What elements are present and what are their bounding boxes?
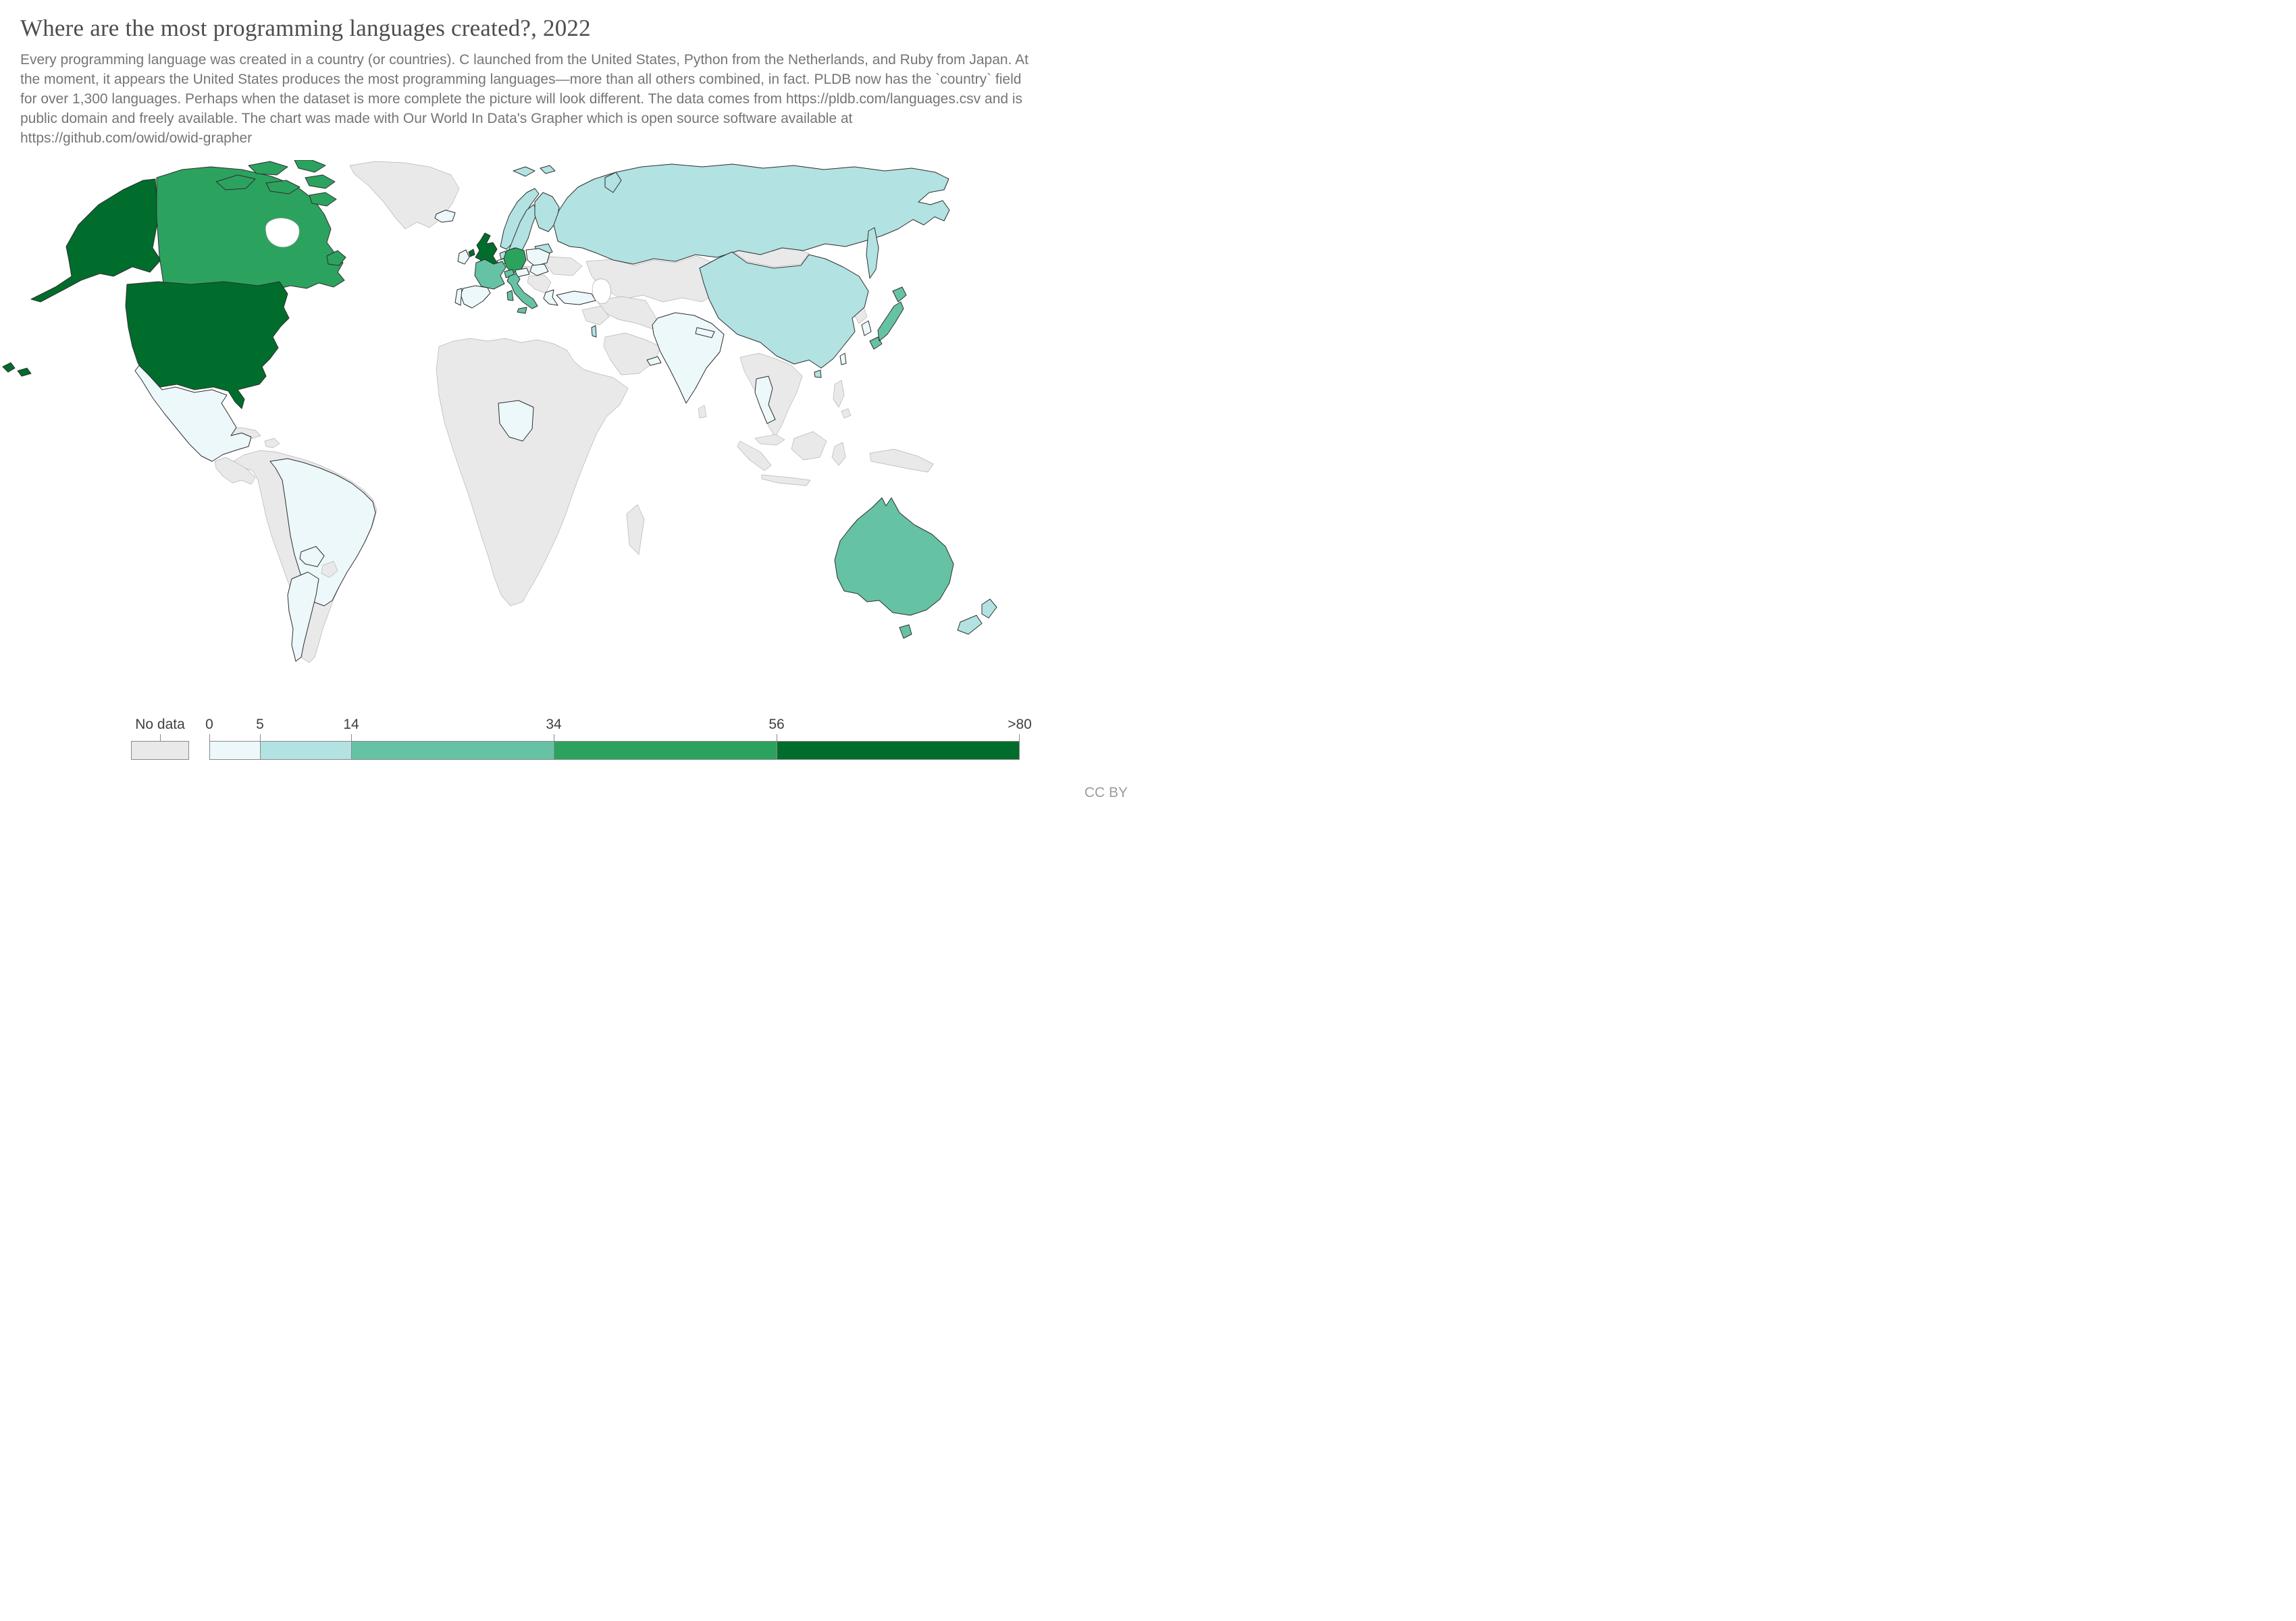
island-tasmania[interactable]: [899, 624, 912, 639]
legend-tick-label: 0: [205, 717, 213, 732]
country-hungary[interactable]: [529, 263, 549, 276]
country-thailand[interactable]: [754, 376, 776, 424]
license-badge: CC BY: [1084, 785, 1128, 800]
legend-segment-56->80[interactable]: [776, 742, 1019, 759]
region-levant-no-data[interactable]: [581, 305, 610, 326]
country-canada-arctic-islands[interactable]: [215, 160, 337, 207]
legend-bar-zone: 0 5 14 34 56 >80: [205, 717, 1032, 769]
legend-segment-0-5[interactable]: [210, 742, 261, 759]
country-usa-alaska[interactable]: [30, 178, 161, 303]
country-japan[interactable]: [869, 286, 907, 350]
legend-no-data[interactable]: No data: [131, 717, 189, 760]
island-hispaniola-no-data[interactable]: [264, 438, 280, 448]
legend-tick-line: [260, 734, 261, 760]
country-portugal[interactable]: [454, 288, 463, 306]
country-india[interactable]: [652, 312, 725, 404]
legend-tick-line: [209, 734, 210, 760]
country-uae[interactable]: [646, 356, 662, 366]
country-papua-new-guinea[interactable]: [869, 448, 934, 473]
country-brazil[interactable]: [269, 458, 376, 607]
island-sumatra-no-data[interactable]: [737, 440, 772, 471]
country-spain[interactable]: [460, 285, 491, 309]
islands-svalbard[interactable]: [513, 165, 556, 177]
country-usa-hawaii[interactable]: [2, 362, 32, 377]
country-russia[interactable]: [553, 163, 950, 265]
country-poland[interactable]: [525, 248, 550, 267]
island-borneo-no-data[interactable]: [791, 431, 827, 461]
legend-no-data-swatch[interactable]: [131, 741, 189, 760]
caspian-sea: [592, 278, 611, 305]
country-australia[interactable]: [834, 497, 954, 616]
legend-segment-34-56[interactable]: [554, 742, 777, 759]
region-middle-east-no-data[interactable]: [603, 332, 661, 376]
world-map-container: [0, 160, 1148, 673]
legend-tick-label: 56: [768, 717, 785, 732]
country-italy[interactable]: [506, 273, 538, 314]
region-balkans-no-data[interactable]: [527, 274, 552, 294]
country-paraguay[interactable]: [299, 546, 325, 567]
country-new-zealand[interactable]: [957, 598, 997, 635]
region-iran-pakistan-no-data[interactable]: [596, 296, 657, 330]
island-sakhalin[interactable]: [866, 227, 879, 279]
country-france[interactable]: [474, 259, 506, 290]
legend-no-data-tick: [159, 734, 161, 741]
island-sulawesi-no-data[interactable]: [831, 442, 846, 466]
country-madagascar[interactable]: [626, 504, 645, 555]
country-sri-lanka[interactable]: [698, 405, 707, 419]
water-layer: [265, 217, 611, 305]
country-nepal[interactable]: [695, 327, 715, 338]
legend-tick-label: 14: [343, 717, 359, 732]
island-novaya-zemlya[interactable]: [604, 172, 622, 193]
country-turkey[interactable]: [556, 290, 596, 305]
legend-color-bar[interactable]: [209, 741, 1020, 760]
country-ukraine[interactable]: [545, 256, 583, 276]
country-malaysia[interactable]: [754, 434, 785, 446]
chart-subtitle: Every programming language was created i…: [20, 52, 1028, 146]
island-java-no-data[interactable]: [761, 474, 811, 486]
country-greece[interactable]: [543, 289, 558, 306]
legend-tick-label: >80: [1008, 717, 1032, 732]
region-africa-no-data[interactable]: [436, 338, 629, 607]
country-uruguay-no-data[interactable]: [321, 561, 338, 578]
legend-segment-14-34[interactable]: [351, 742, 554, 759]
data-layer: [2, 160, 997, 662]
legend-tick-line: [351, 734, 352, 760]
country-canada-newfoundland[interactable]: [326, 250, 346, 266]
country-greenland[interactable]: [349, 161, 460, 230]
island-hainan[interactable]: [814, 369, 822, 378]
chart-header: Where are the most programming languages…: [0, 0, 1148, 148]
legend-tick-line: [1019, 734, 1020, 760]
legend-segment-5-14[interactable]: [260, 742, 352, 759]
country-taiwan[interactable]: [839, 353, 847, 365]
country-israel[interactable]: [591, 325, 597, 338]
legend-tick-label: 5: [256, 717, 264, 732]
country-south-korea[interactable]: [861, 320, 872, 336]
country-philippines[interactable]: [833, 380, 852, 419]
legend-no-data-label: No data: [135, 717, 185, 732]
country-mexico[interactable]: [134, 365, 252, 462]
country-ireland[interactable]: [457, 249, 470, 265]
country-china[interactable]: [699, 251, 869, 369]
country-nigeria[interactable]: [498, 400, 534, 442]
region-central-america-no-data[interactable]: [214, 457, 256, 485]
hudson-bay: [265, 217, 300, 248]
world-map: [2, 160, 997, 663]
legend-tick-label: 34: [546, 717, 562, 732]
country-iceland[interactable]: [434, 209, 456, 223]
page-title: Where are the most programming languages…: [20, 15, 591, 41]
map-legend: No data 0 5 14 34 56 >80: [0, 717, 1148, 769]
country-argentina[interactable]: [287, 571, 319, 662]
